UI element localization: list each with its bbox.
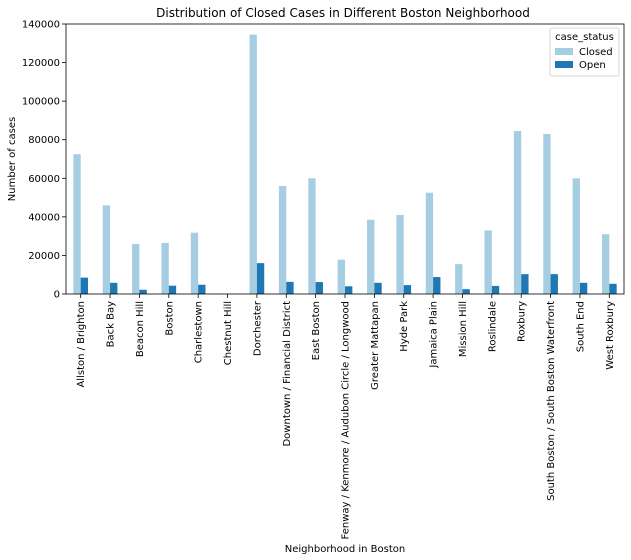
bar-closed-12 [425,192,434,294]
x-tick-label-12: Jamaica Plain [429,301,440,369]
bar-closed-17 [572,178,580,294]
x-axis: Allston / Brighton Back Bay Beacon Hill Bos… [76,294,616,539]
bar-closed-15 [513,131,522,294]
bar-open-13 [462,289,470,294]
bar-open-15 [521,274,529,294]
bar-open-7 [286,281,294,294]
bar-open-11 [403,285,412,294]
bar-closed-0 [73,154,81,294]
x-tick-label-16: South Boston / South Boston Waterfront [546,301,557,501]
x-tick-label-7: Downtown / Financial District [282,301,293,447]
bar-closed-9 [337,259,345,294]
legend-title: case_status [555,32,614,43]
bars-group [73,34,617,294]
bar-closed-14 [484,230,492,294]
bar-open-3 [168,285,177,294]
y-tick-label-6: 120000 [22,58,60,69]
x-tick-label-9: Fenway / Kenmore / Audubon Circle / Long… [341,301,352,539]
legend: case_status Closed Open [549,27,620,77]
bar-open-0 [80,277,89,294]
bar-open-4 [198,284,206,294]
bar-closed-4 [190,232,199,294]
y-tick-label-7: 140000 [22,20,60,31]
bar-open-17 [579,282,588,294]
bar-closed-13 [455,264,463,294]
x-tick-label-5: Chestnut Hill [223,301,234,365]
bar-closed-3 [161,242,169,294]
x-tick-label-6: Dorchester [252,300,263,356]
x-tick-label-10: Greater Mattapan [370,301,381,390]
bar-open-1 [110,282,118,294]
x-tick-label-4: Charlestown [194,301,205,363]
x-tick-label-1: Back Bay [106,301,117,347]
y-tick-label-4: 80000 [28,135,60,146]
y-tick-label-3: 60000 [28,174,60,185]
bar-open-8 [315,282,323,294]
x-tick-label-3: Boston [164,301,175,336]
bar-closed-8 [308,178,316,294]
bar-closed-11 [396,214,404,294]
x-tick-label-8: East Boston [311,301,322,360]
x-tick-label-17: South End [575,301,586,352]
chart-title: Distribution of Closed Cases in Differen… [156,6,530,20]
bar-closed-2 [132,243,140,294]
x-tick-label-18: West Roxbury [605,301,616,370]
y-tick-label-5: 100000 [22,97,60,108]
bar-open-14 [491,285,500,294]
legend-label-closed: Closed [579,47,613,58]
plot-frame [65,23,625,295]
x-tick-label-2: Beacon Hill [135,301,146,357]
x-tick-label-15: Roxbury [517,301,528,342]
bar-closed-1 [102,205,111,294]
bar-closed-18 [601,234,610,294]
legend-swatch-closed [555,48,573,55]
bar-open-6 [256,263,265,294]
bar-closed-7 [278,186,287,294]
y-axis-label: Number of cases [7,117,18,201]
bar-open-9 [345,286,353,294]
legend-label-open: Open [579,60,606,71]
y-axis: 0 20000 40000 60000 80000 100000 120000 140000 [22,20,66,301]
x-axis-label: Neighborhood in Boston [285,544,405,555]
bar-open-10 [374,282,382,294]
legend-swatch-open [555,61,573,68]
x-tick-label-13: Mission Hill [458,301,469,357]
x-tick-label-14: Roslindale [487,301,498,352]
bar-open-12 [433,277,441,294]
x-tick-label-0: Allston / Brighton [76,301,87,388]
bar-open-2 [139,289,147,294]
bar-closed-16 [543,133,551,294]
bar-open-18 [609,283,617,294]
y-tick-label-2: 40000 [28,212,60,223]
bar-closed-6 [249,34,257,294]
y-tick-label-1: 20000 [28,251,60,262]
y-tick-label-0: 0 [54,290,60,301]
bar-closed-10 [367,219,375,294]
x-tick-label-11: Hyde Park [399,301,410,352]
bar-open-16 [550,274,558,294]
